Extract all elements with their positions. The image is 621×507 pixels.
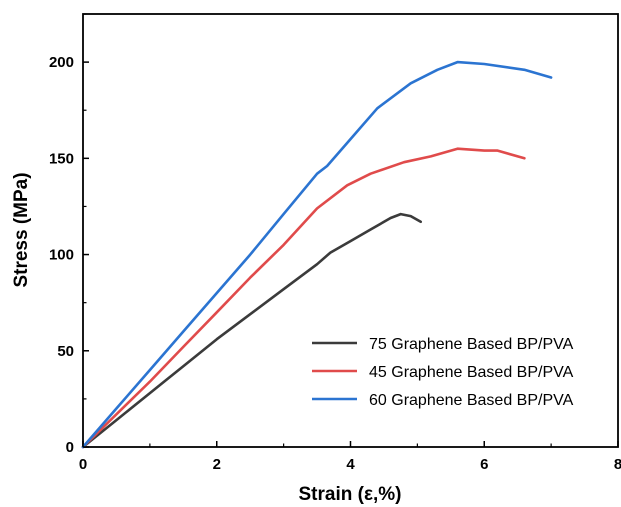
y-tick-label: 100 [49,247,74,264]
legend-label-0: 75 Graphene Based BP/PVA [369,336,574,353]
series-line-0 [81,212,423,449]
y-tick-label: 50 [57,343,74,360]
legend-label-2: 60 Graphene Based BP/PVA [369,392,574,409]
x-tick-label: 6 [480,456,488,473]
x-tick-label: 8 [614,456,621,473]
x-tick-label: 2 [213,456,221,473]
y-tick-label: 0 [66,439,74,456]
legend-label-1: 45 Graphene Based BP/PVA [369,364,574,381]
y-tick-label: 200 [49,54,74,71]
series-line-2 [81,60,553,449]
series-line-1 [81,147,526,449]
y-axis-title: Stress (MPa) [11,172,32,287]
series-layer [81,60,553,449]
legend: 75 Graphene Based BP/PVA 45 Graphene Base… [312,336,574,409]
x-tick-label: 4 [346,456,355,473]
y-tick-label: 150 [49,150,74,167]
x-axis-title: Strain (ε,%) [299,484,402,505]
axis-layer: 0 2 4 6 8 0 50 100 150 200 [49,13,621,473]
x-tick-label: 0 [79,456,87,473]
